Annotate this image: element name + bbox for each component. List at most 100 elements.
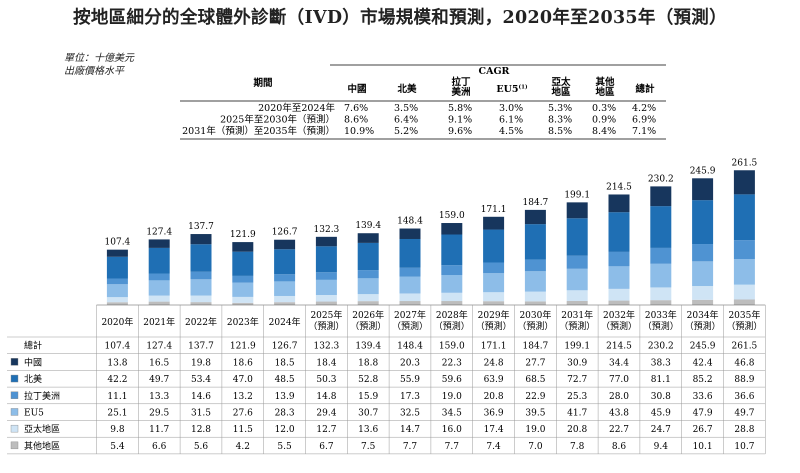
price-note: 出廠價格水平 <box>64 66 124 77</box>
table-cell-total: 171.1 <box>481 342 507 352</box>
legend-label: 亞太地區 <box>24 423 60 435</box>
category-label: 2023年 <box>227 316 259 328</box>
cagr-period-label: 期間 <box>253 77 272 89</box>
bar-segment <box>399 276 421 294</box>
table-cell: 16.5 <box>149 358 169 368</box>
table-cell: 19.8 <box>191 358 211 368</box>
category-label: 2020年 <box>101 316 133 328</box>
table-cell: 25.3 <box>567 392 587 402</box>
table-cell: 10.1 <box>693 442 713 452</box>
table-cell: 18.4 <box>316 358 336 368</box>
bar-total-label: 171.1 <box>481 205 507 215</box>
table-cell: 28.3 <box>275 408 295 418</box>
bar-segment <box>483 273 505 293</box>
bar-segment <box>650 186 672 207</box>
table-cell: 30.7 <box>358 408 378 418</box>
table-cell: 13.2 <box>233 392 253 402</box>
table-cell: 48.5 <box>275 375 295 385</box>
table-cell: 20.3 <box>400 358 420 368</box>
bar-segment <box>106 284 128 298</box>
cagr-column-header: 中國 <box>347 83 366 95</box>
table-cell-total: 126.7 <box>272 342 298 352</box>
table-cell-total: 148.4 <box>397 342 423 352</box>
bar-segment <box>608 212 630 252</box>
cagr-column-header: 其他地區 <box>595 76 615 98</box>
table-cell: 13.3 <box>149 392 169 402</box>
bar-segment <box>315 301 337 305</box>
cagr-cell: 8.3% <box>548 115 572 126</box>
bar-segment <box>733 240 755 260</box>
bar-total-label: 126.7 <box>272 228 298 238</box>
bar-segment <box>190 295 212 303</box>
bar-segment <box>566 268 588 291</box>
table-cell: 28.8 <box>734 425 754 435</box>
category-label: 2025年（預測） <box>308 309 344 332</box>
table-cell: 12.7 <box>316 425 336 435</box>
cagr-row-period: 2031年（預測）至2035年（預測） <box>182 125 335 137</box>
bar-segment <box>692 299 714 305</box>
table-cell: 14.8 <box>316 392 336 402</box>
table-cell: 33.6 <box>693 392 713 402</box>
cagr-cell: 6.1% <box>499 115 523 126</box>
legend-label: EU5 <box>24 408 44 418</box>
table-cell: 9.8 <box>110 425 125 435</box>
table-cell: 14.7 <box>400 425 420 435</box>
bar-segment <box>232 296 254 303</box>
bar-segment <box>566 202 588 219</box>
bar-segment <box>357 301 379 305</box>
cagr-cell: 5.3% <box>548 103 572 114</box>
bar-segment <box>733 299 755 305</box>
table-cell-total: 132.3 <box>314 342 340 352</box>
cagr-cell: 5.2% <box>394 126 418 137</box>
table-cell: 42.2 <box>107 375 127 385</box>
bar-total-label: 214.5 <box>606 182 632 192</box>
category-label: 2034年（預測） <box>685 309 721 332</box>
table-cell: 30.8 <box>651 392 671 402</box>
table-cell: 11.5 <box>233 425 253 435</box>
bar-segment <box>441 234 463 266</box>
cagr-cell: 0.3% <box>592 103 616 114</box>
table-cell-total: 184.7 <box>523 342 549 352</box>
category-label: 2028年（預測） <box>434 309 470 332</box>
chart-title: 按地區細分的全球體外診斷（IVD）市場規模和預測，2020年至2035年（預測） <box>73 8 727 28</box>
legend-swatch <box>10 374 19 383</box>
bar-segment <box>608 251 630 267</box>
table-cell: 68.5 <box>525 375 545 385</box>
bar-segment <box>650 263 672 288</box>
table-cell: 32.5 <box>400 408 420 418</box>
category-label: 2033年（預測） <box>643 309 679 332</box>
bar-segment <box>733 194 755 241</box>
table-cell: 53.4 <box>191 375 211 385</box>
table-cell: 9.4 <box>654 442 669 452</box>
cagr-column-header: 北美 <box>397 83 417 95</box>
cagr-cell: 7.1% <box>632 126 656 137</box>
cagr-cell: 9.6% <box>448 126 472 137</box>
table-cell: 39.5 <box>525 408 545 418</box>
table-cell-total: 127.4 <box>146 342 172 352</box>
bar-segment <box>441 275 463 293</box>
table-cell: 29.5 <box>149 408 169 418</box>
bar-segment <box>357 294 379 302</box>
table-cell: 52.8 <box>358 375 378 385</box>
category-label: 2035年（預測） <box>726 309 762 332</box>
bar-segment <box>274 239 296 250</box>
table-cell: 59.6 <box>442 375 462 385</box>
cagr-cell: 6.9% <box>632 115 656 126</box>
bar-segment <box>733 284 755 300</box>
table-cell: 31.5 <box>191 408 211 418</box>
table-cell: 49.7 <box>734 408 754 418</box>
bar-segment <box>692 178 714 201</box>
table-cell: 7.4 <box>486 442 501 452</box>
table-cell-total: 107.4 <box>105 342 131 352</box>
legend-swatch <box>10 408 19 416</box>
table-cell: 24.7 <box>651 425 671 435</box>
table-cell: 7.5 <box>361 442 376 452</box>
bar-total-label: 107.4 <box>105 238 131 248</box>
bar-total-label: 199.1 <box>564 190 590 200</box>
cagr-cell: 9.1% <box>448 115 472 126</box>
category-label: 2022年 <box>185 316 217 328</box>
bar-segment <box>566 255 588 269</box>
bar-segment <box>483 301 505 305</box>
table-cell: 88.9 <box>734 375 754 385</box>
